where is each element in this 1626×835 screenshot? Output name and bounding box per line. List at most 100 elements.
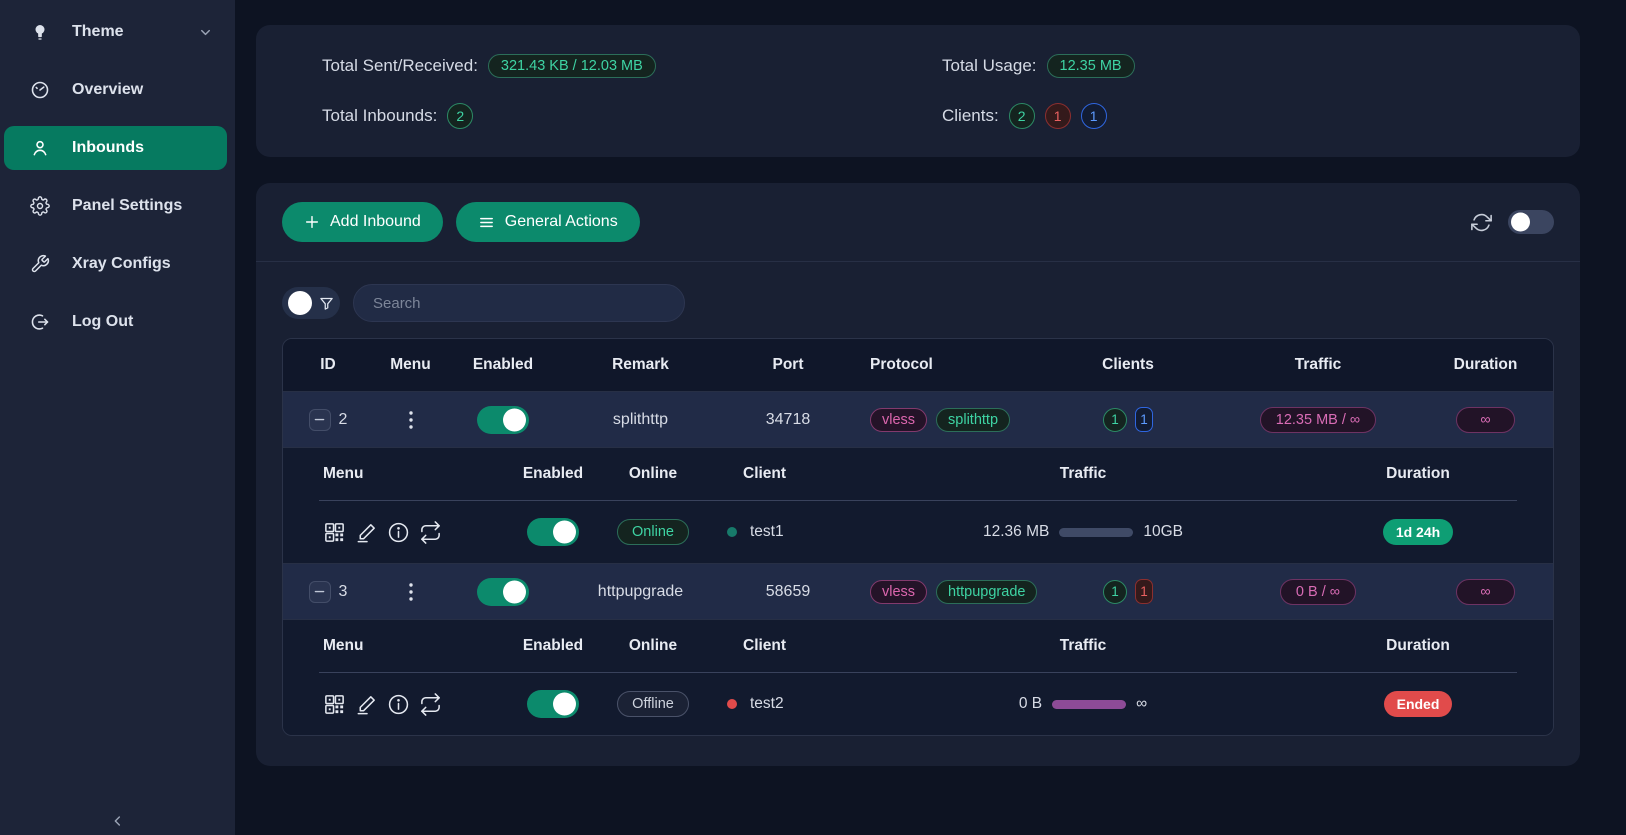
traffic-badge: 12.35 MB / ∞ <box>1259 406 1377 433</box>
inbound-id: 3 <box>338 582 348 600</box>
general-actions-label: General Actions <box>504 213 618 230</box>
sub-col-header-client: Client <box>743 465 787 482</box>
dashboard-icon <box>30 80 50 100</box>
client-count-badge: 1 <box>1103 407 1127 432</box>
stat-label: Total Sent/Received: <box>322 56 478 75</box>
duration-badge: ∞ <box>1456 578 1515 605</box>
lightbulb-icon <box>30 22 50 42</box>
client-duration-badge: 1d 24h <box>1382 519 1454 545</box>
sidebar-item-label: Overview <box>72 81 144 98</box>
edit-icon[interactable] <box>355 521 378 544</box>
client-enabled-cell <box>503 690 603 718</box>
row-actions-menu-button[interactable] <box>401 579 421 605</box>
sub-col-header-online: Online <box>628 637 678 654</box>
online-status-badge: Online <box>617 519 689 545</box>
duration-cell: ∞ <box>1418 406 1553 433</box>
refresh-icon[interactable] <box>1471 212 1492 233</box>
menu-lines-icon <box>478 214 495 231</box>
gear-icon <box>30 196 50 216</box>
client-name-cell: test2 <box>703 695 873 713</box>
card-header-buttons: Add Inbound General Actions <box>282 202 640 242</box>
qrcode-icon[interactable] <box>323 693 346 716</box>
sidebar-item-inbounds[interactable]: Inbounds <box>4 126 227 170</box>
client-name: test1 <box>750 523 784 540</box>
remark-cell: httpupgrade <box>597 582 684 600</box>
collapse-row-button[interactable] <box>308 580 331 603</box>
search-row <box>282 284 1554 322</box>
inbound-id: 2 <box>338 410 348 428</box>
filter-toggle[interactable] <box>282 287 340 319</box>
ellipsis-vertical-icon <box>408 410 413 429</box>
client-status-dot <box>727 527 737 537</box>
row-actions-menu-button[interactable] <box>401 407 421 433</box>
stats-right-column: Total Usage: 12.35 MB Clients: 2 1 1 <box>918 51 1554 131</box>
col-header-traffic: Traffic <box>1294 356 1342 373</box>
remark-cell: splithttp <box>612 410 669 428</box>
sidebar-collapse-button[interactable] <box>110 813 126 829</box>
search-input[interactable] <box>353 284 685 322</box>
repeat-icon[interactable] <box>419 520 442 544</box>
total-usage-badge: 12.35 MB <box>1046 54 1135 78</box>
client-enabled-cell <box>503 518 603 546</box>
sidebar-item-theme[interactable]: Theme <box>4 10 227 54</box>
client-online-cell: Offline <box>603 691 703 717</box>
traffic-progress-bar <box>1052 699 1127 709</box>
sidebar-item-label: Inbounds <box>72 139 144 156</box>
col-header-duration: Duration <box>1453 356 1518 373</box>
id-cell: 3 <box>283 580 373 603</box>
inbound-enabled-toggle[interactable] <box>477 577 529 606</box>
expanded-client-section: Menu Enabled Online Client Traffic Durat… <box>283 447 1553 563</box>
col-header-protocol: Protocol <box>870 356 933 373</box>
collapse-row-button[interactable] <box>308 408 331 431</box>
toggle-knob <box>503 408 526 431</box>
sub-col-header-client: Client <box>743 637 787 654</box>
inbound-enabled-toggle[interactable] <box>477 405 529 434</box>
inbounds-card: Add Inbound General Actions <box>256 183 1580 766</box>
auto-refresh-toggle[interactable] <box>1508 210 1554 234</box>
repeat-icon[interactable] <box>419 692 442 716</box>
client-duration-cell: Ended <box>1293 691 1543 717</box>
sidebar-item-label: Log Out <box>72 313 134 330</box>
info-icon[interactable] <box>387 693 410 716</box>
client-name-cell: test1 <box>703 523 873 541</box>
clients-deactive-badge: 1 <box>1044 103 1071 129</box>
general-actions-button[interactable]: General Actions <box>455 202 640 242</box>
client-online-cell: Online <box>603 519 703 545</box>
sub-col-header-menu: Menu <box>323 465 364 482</box>
card-header-controls <box>1471 210 1554 234</box>
qrcode-icon[interactable] <box>323 521 346 544</box>
stat-clients: Clients: 2 1 1 <box>942 101 1554 131</box>
main-content: Total Sent/Received: 321.43 KB / 12.03 M… <box>235 0 1626 835</box>
inbound-row[interactable]: 3 httpupgrade 58659 vl <box>283 563 1553 619</box>
logout-icon <box>30 312 50 332</box>
online-status-badge: Offline <box>617 691 689 717</box>
clients-total-badge: 2 <box>1008 103 1035 129</box>
col-header-enabled: Enabled <box>472 356 534 373</box>
col-header-remark: Remark <box>612 356 669 373</box>
expanded-client-section: Menu Enabled Online Client Traffic Durat… <box>283 619 1553 735</box>
stat-label: Clients: <box>942 106 999 125</box>
sidebar-item-overview[interactable]: Overview <box>4 68 227 112</box>
chevron-down-icon <box>198 25 213 40</box>
client-menu-cell <box>283 692 503 716</box>
sidebar-item-log-out[interactable]: Log Out <box>4 300 227 344</box>
client-traffic-cell: 12.36 MB 10GB <box>873 523 1293 541</box>
client-enabled-toggle[interactable] <box>527 518 579 546</box>
col-header-port: Port <box>772 356 804 373</box>
sub-col-header-duration: Duration <box>1386 465 1450 482</box>
info-icon[interactable] <box>387 521 410 544</box>
sidebar-item-panel-settings[interactable]: Panel Settings <box>4 184 227 228</box>
client-count-badge: 1 <box>1103 579 1127 604</box>
client-enabled-toggle[interactable] <box>527 690 579 718</box>
edit-icon[interactable] <box>355 693 378 716</box>
sub-col-header-enabled: Enabled <box>522 637 584 654</box>
protocol-cell: vless splithttp <box>853 407 1038 432</box>
inbound-row[interactable]: 2 splithttp 34718 vles <box>283 391 1553 447</box>
add-inbound-button[interactable]: Add Inbound <box>282 202 443 242</box>
sidebar-item-xray-configs[interactable]: Xray Configs <box>4 242 227 286</box>
stat-label: Total Inbounds: <box>322 106 438 125</box>
toggle-knob <box>553 520 576 544</box>
id-cell: 2 <box>283 408 373 431</box>
sidebar: Theme Overview Inbounds Panel Settings <box>0 0 235 835</box>
clients-cell: 1 1 <box>1038 579 1218 604</box>
